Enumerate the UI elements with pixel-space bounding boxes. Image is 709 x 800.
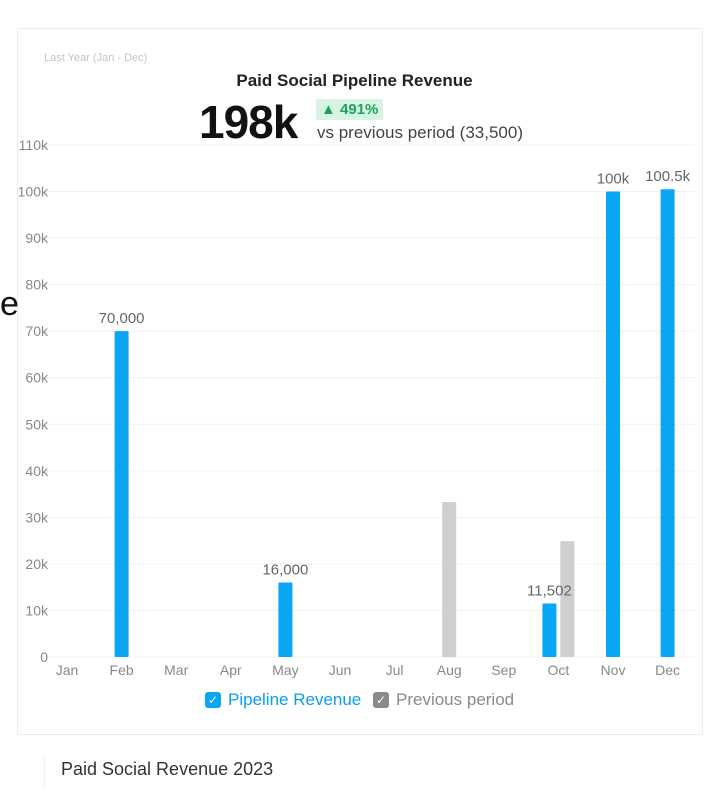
x-tick-label: Nov xyxy=(601,662,626,678)
y-tick-label: 90k xyxy=(25,230,49,246)
checkbox-checked-icon[interactable]: ✓ xyxy=(205,692,221,708)
data-label: 70,000 xyxy=(99,310,145,327)
x-tick-label: Jun xyxy=(329,662,352,678)
footer-caption-row: Paid Social Revenue 2023 xyxy=(44,757,685,787)
footer-caption: Paid Social Revenue 2023 xyxy=(61,759,274,779)
legend: ✓ Pipeline Revenue ✓ Previous period xyxy=(0,690,709,714)
period-label: Last Year (Jan - Dec) xyxy=(44,52,148,64)
data-label: 100k xyxy=(597,171,630,188)
x-tick-label: Aug xyxy=(437,662,462,678)
chart-title: Paid Social Pipeline Revenue xyxy=(236,71,473,90)
y-tick-label: 60k xyxy=(25,370,49,386)
checkbox-checked-icon[interactable]: ✓ xyxy=(373,692,389,708)
data-label: 16,000 xyxy=(262,562,308,579)
change-badge: ▲ 491% xyxy=(316,99,384,120)
bar-pipeline-revenue xyxy=(660,189,675,657)
bar-pipeline-revenue xyxy=(606,191,620,657)
clipped-text: e xyxy=(0,285,19,323)
y-tick-label: 80k xyxy=(25,277,49,293)
x-tick-label: Feb xyxy=(110,662,134,678)
x-tick-label: May xyxy=(272,662,298,678)
y-tick-label: 10k xyxy=(25,602,49,618)
x-tick-label: Oct xyxy=(548,662,570,678)
headline-value: 198k xyxy=(199,96,298,148)
comparison-text: vs previous period (33,500) xyxy=(317,123,524,142)
bar-previous-period xyxy=(560,541,575,657)
y-tick-label: 40k xyxy=(25,463,49,479)
y-tick-label: 50k xyxy=(25,416,49,432)
y-tick-label: 30k xyxy=(25,509,49,525)
x-tick-label: Jan xyxy=(56,662,79,678)
data-label: 100.5k xyxy=(645,168,691,185)
bar-previous-period xyxy=(442,502,457,657)
data-label: 11,502 xyxy=(527,582,572,599)
x-tick-label: Mar xyxy=(164,662,188,678)
legend-previous-period[interactable]: ✓ Previous period xyxy=(373,690,514,710)
x-tick-label: Sep xyxy=(491,662,516,678)
legend-label-previous: Previous period xyxy=(396,690,515,709)
x-tick-label: Dec xyxy=(655,662,680,678)
y-tick-label: 20k xyxy=(25,556,49,572)
x-tick-label: Jul xyxy=(386,662,404,678)
bar-pipeline-revenue xyxy=(114,331,129,657)
chart-card xyxy=(17,28,703,735)
y-tick-label: 0 xyxy=(40,649,48,665)
legend-label-current: Pipeline Revenue xyxy=(228,690,362,709)
y-tick-label: 70k xyxy=(25,323,49,339)
bar-chart: 0 10k 20k 30k 40k 50k 60k 70k 80k 90k 100k 110k Jan F… xyxy=(18,137,695,678)
bar-pipeline-revenue xyxy=(278,582,293,657)
x-tick-label: Apr xyxy=(220,662,242,678)
y-tick-label: 100k xyxy=(18,184,49,200)
y-tick-label: 110k xyxy=(19,137,49,153)
bar-pipeline-revenue xyxy=(542,603,557,657)
legend-pipeline-revenue[interactable]: ✓ Pipeline Revenue xyxy=(205,690,361,710)
